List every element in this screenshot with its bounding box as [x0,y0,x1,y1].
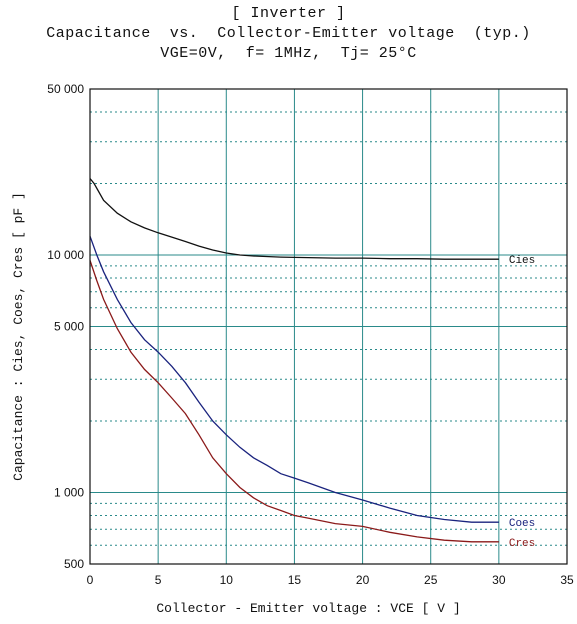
grid [90,89,567,564]
series-line-coes [89,235,499,523]
x-tick-label: 25 [424,573,438,587]
y-tick-label: 10 000 [47,248,84,262]
y-tick-label: 500 [64,557,84,571]
series-label-cres: Cres [509,538,535,550]
series-layer: Cies Coes Cres [89,178,535,550]
y-axis-title: Capacitance : Cies, Coes, Cres [ pF ] [11,192,26,481]
x-tick-label: 30 [492,573,506,587]
chart-conditions: VGE=0V, f= 1MHz, Tj= 25°C [160,45,417,62]
tick-labels: 0 5 10 15 20 25 30 35 500 1 000 5 000 10 000 50 000 [47,82,574,587]
x-tick-label: 35 [560,573,574,587]
series-line-cies [89,178,499,260]
y-tick-label: 50 000 [47,82,84,96]
series-line-cres [89,260,499,543]
x-tick-label: 0 [87,573,94,587]
chart-title: [ Inverter ] [231,5,346,22]
series-label-coes: Coes [509,518,535,530]
x-tick-label: 15 [288,573,302,587]
x-tick-label: 5 [155,573,162,587]
x-tick-label: 20 [356,573,370,587]
y-tick-label: 5 000 [54,320,84,334]
x-tick-label: 10 [220,573,234,587]
y-tick-label: 1 000 [54,486,84,500]
x-axis-title: Collector - Emitter voltage : VCE [ V ] [156,601,460,616]
chart-subtitle: Capacitance vs. Collector-Emitter voltag… [46,25,531,42]
plot-frame [89,88,568,565]
series-label-cies: Cies [509,255,535,267]
chart-title-block: [ Inverter ] Capacitance vs. Collector-E… [0,4,577,64]
